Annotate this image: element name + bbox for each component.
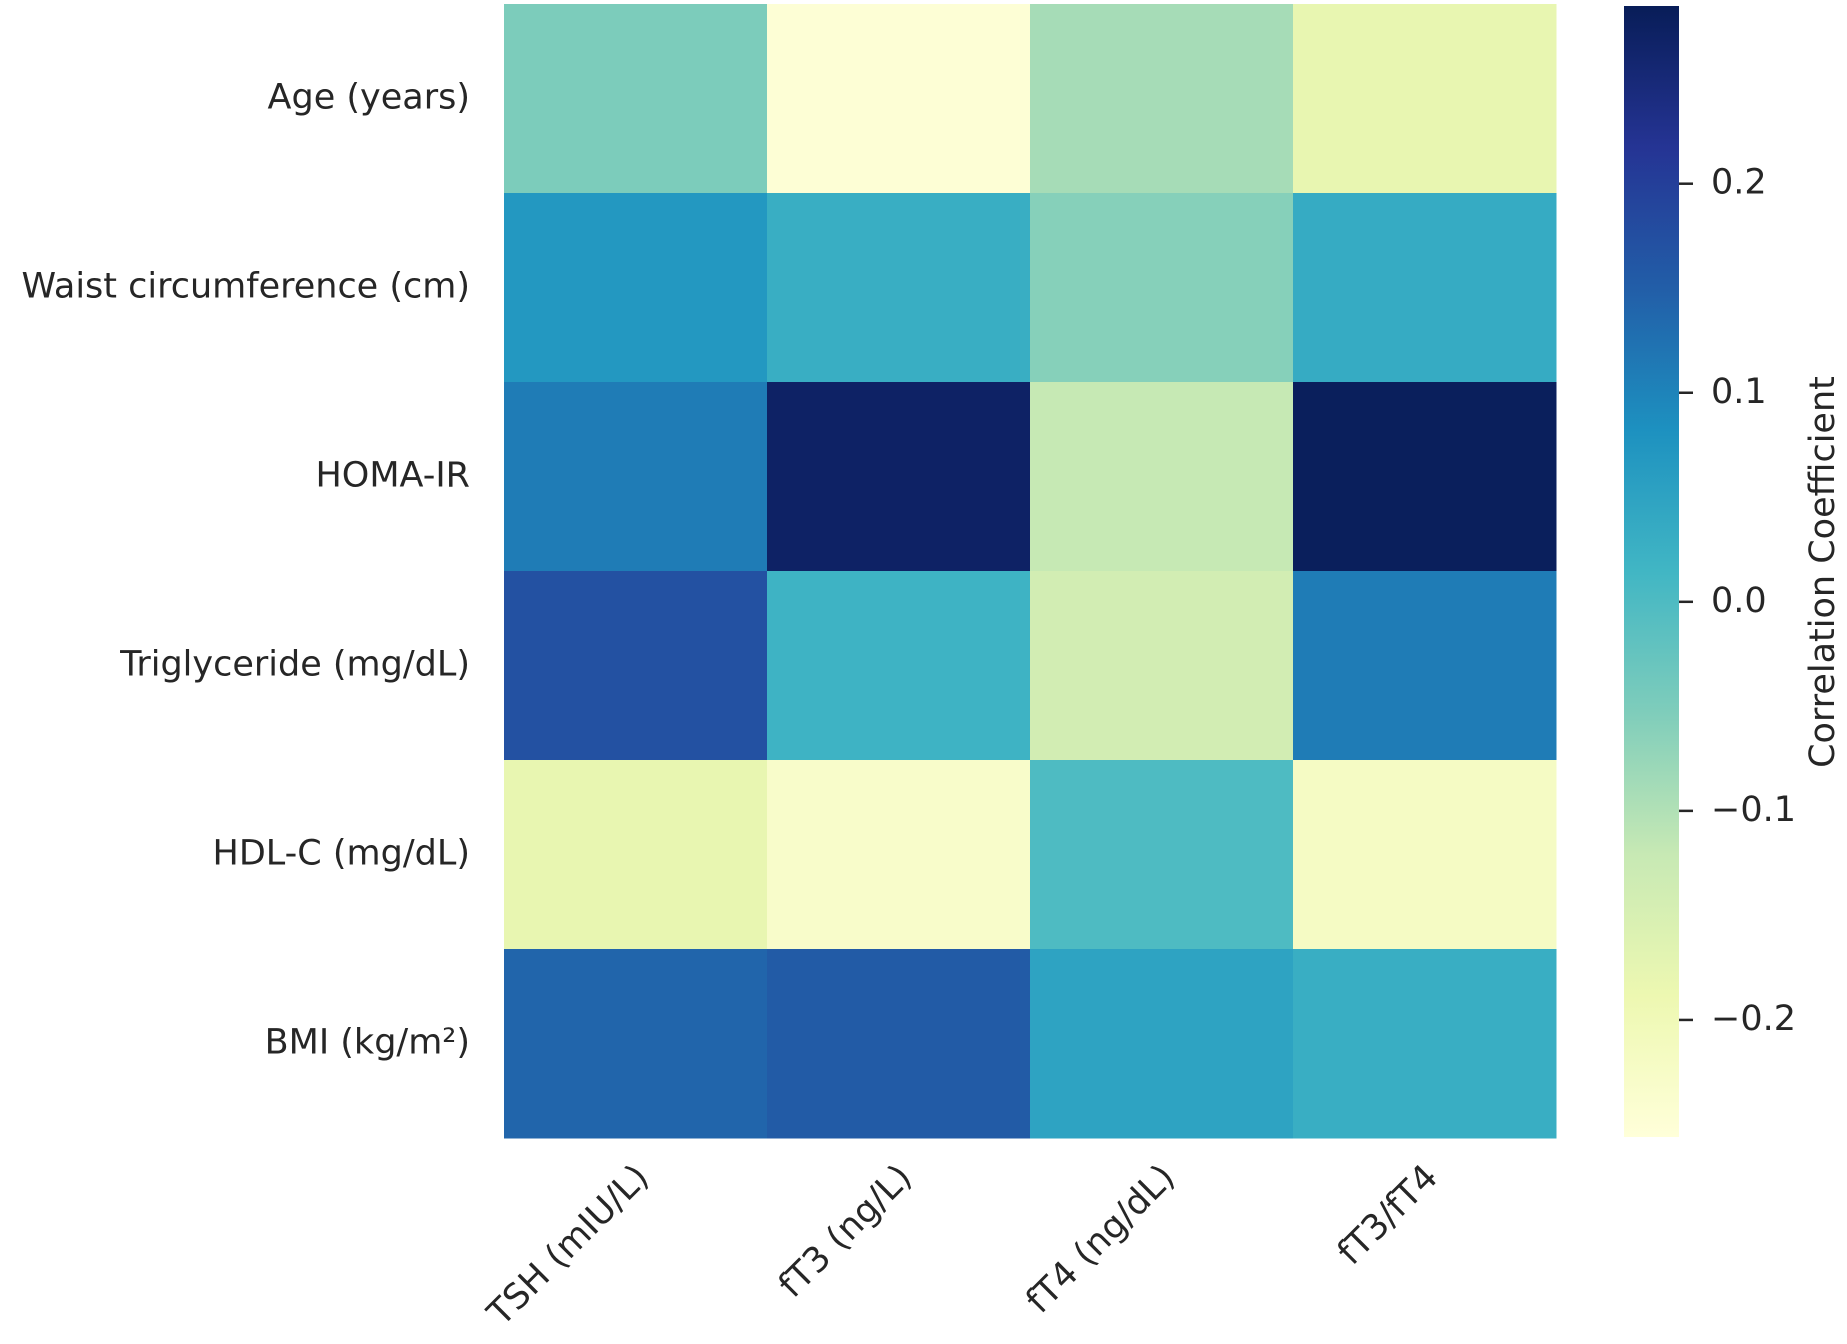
heatmap-cell xyxy=(1293,571,1557,761)
heatmap-cell xyxy=(1293,949,1557,1139)
heatmap-cell xyxy=(1030,382,1294,572)
heatmap-cell xyxy=(1293,760,1557,950)
y-tick-label: HDL-C (mg/dL) xyxy=(213,834,470,874)
x-tick-label: fT3/fT4 xyxy=(1330,1157,1446,1273)
heatmap-cell xyxy=(1030,4,1294,194)
x-tick-label: fT4 (ng/dL) xyxy=(1019,1157,1183,1321)
heatmap-cell xyxy=(1030,949,1294,1139)
heatmap-cell xyxy=(767,949,1031,1139)
y-tick-label: BMI (kg/m²) xyxy=(265,1023,470,1063)
x-tick-label: fT3 (ng/L) xyxy=(771,1157,920,1306)
colorbar-tick-label: 0.0 xyxy=(1711,581,1767,621)
y-tick-label: Triglyceride (mg/dL) xyxy=(119,645,470,685)
heatmap-cell xyxy=(767,760,1031,950)
heatmap-cell xyxy=(767,382,1031,572)
heatmap-cell xyxy=(767,4,1031,194)
colorbar-label: Correlation Coefficient xyxy=(1803,376,1843,768)
y-tick-label: Age (years) xyxy=(268,78,470,118)
heatmap-cell xyxy=(504,4,768,194)
heatmap-cell xyxy=(1030,571,1294,761)
colorbar-tick-label: 0.1 xyxy=(1711,372,1767,412)
colorbar-tick-label: 0.2 xyxy=(1711,163,1767,203)
heatmap-cell xyxy=(504,382,768,572)
heatmap-cell xyxy=(767,193,1031,383)
heatmap-cell xyxy=(1030,760,1294,950)
heatmap-cell xyxy=(504,760,768,950)
colorbar-tick-label: −0.2 xyxy=(1711,999,1796,1039)
colorbar-tick-label: −0.1 xyxy=(1711,790,1796,830)
heatmap-cell xyxy=(1293,4,1557,194)
x-tick-label: TSH (mIU/L) xyxy=(480,1157,657,1334)
heatmap-cell xyxy=(1293,193,1557,383)
heatmap-cell xyxy=(504,193,768,383)
heatmap-cell xyxy=(504,571,768,761)
heatmap-cell xyxy=(504,949,768,1139)
colorbar xyxy=(1624,6,1679,1137)
y-tick-label: HOMA-IR xyxy=(315,456,470,496)
heatmap-cell xyxy=(767,571,1031,761)
y-tick-label: Waist circumference (cm) xyxy=(22,267,470,307)
heatmap-cell xyxy=(1030,193,1294,383)
heatmap-cell xyxy=(1293,382,1557,572)
